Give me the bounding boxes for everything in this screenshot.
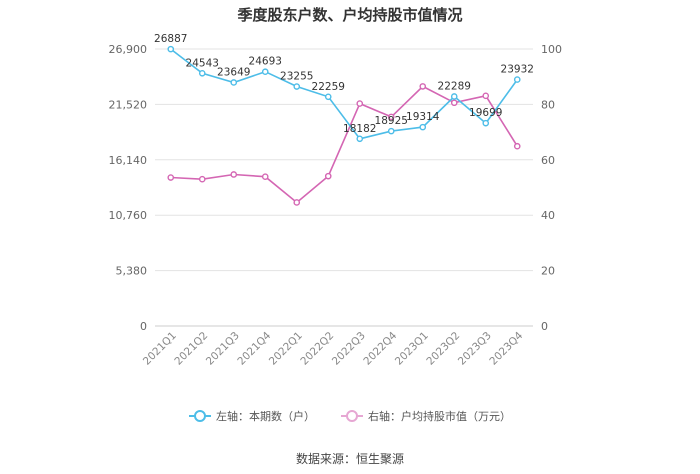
- data-label: 19314: [406, 111, 440, 123]
- x-axis-tick-label: 2021Q2: [172, 330, 210, 368]
- x-axis-tick-label: 2021Q3: [204, 330, 242, 368]
- legend-label-avg-value: 右轴：户均持股市值（万元）: [368, 410, 511, 423]
- right-axis-tick-label: 40: [541, 209, 555, 222]
- left-axis-tick-label: 0: [140, 320, 147, 333]
- data-label: 23649: [217, 66, 250, 78]
- right-axis-tick-label: 0: [541, 320, 548, 333]
- left-axis-tick-label: 16,140: [109, 154, 148, 167]
- legend-marker-avg-value: [341, 410, 363, 422]
- data-point-avg-value: [482, 92, 490, 100]
- right-axis-tick-label: 20: [541, 265, 555, 278]
- plot-area: 0 5,380 10,760 16,140 21,520 26,900 0 20 40 60 80 1…: [109, 33, 563, 368]
- legend-marker-households: [189, 410, 211, 422]
- data-point-avg-value: [513, 142, 521, 150]
- data-label: 23255: [280, 71, 313, 83]
- source-note: 数据来源：恒生聚源: [295, 452, 404, 466]
- right-axis-tick-label: 60: [541, 154, 555, 167]
- x-axis-tick-label: 2023Q2: [424, 330, 462, 368]
- data-label: 22259: [312, 81, 345, 93]
- data-point-avg-value: [419, 83, 427, 90]
- right-axis-tick-label: 100: [541, 43, 562, 56]
- data-label: 22289: [438, 80, 471, 92]
- x-axis-tick-label: 2021Q4: [235, 329, 273, 367]
- data-point-households: [482, 119, 490, 127]
- data-point-households: [450, 93, 458, 100]
- data-point-avg-value: [230, 171, 238, 178]
- series-line-avg-value: [170, 85, 518, 204]
- data-point-households: [167, 45, 175, 53]
- data-label: 23932: [501, 64, 534, 76]
- data-point-avg-value: [324, 172, 332, 180]
- data-point-households: [324, 93, 332, 101]
- data-point-avg-value: [198, 175, 206, 183]
- x-axis-tick-label: 2023Q4: [487, 329, 525, 367]
- x-axis-tick-label: 2022Q1: [267, 330, 305, 368]
- x-axis-tick-label: 2022Q4: [361, 329, 399, 367]
- data-label: 18925: [375, 115, 408, 127]
- data-point-avg-value: [261, 173, 269, 180]
- right-axis-tick-label: 80: [541, 98, 555, 111]
- data-label: 24693: [249, 56, 282, 68]
- x-axis-tick-label: 2023Q3: [456, 330, 494, 368]
- data-label: 24543: [186, 57, 219, 69]
- legend: 左轴：本期数（户） 右轴：户均持股市值（万元）: [0, 408, 700, 424]
- data-point-avg-value: [167, 174, 175, 181]
- data-point-households: [230, 79, 238, 86]
- legend-item-households[interactable]: 左轴：本期数（户）: [189, 408, 315, 424]
- legend-label-households: 左轴：本期数（户）: [216, 410, 315, 423]
- left-axis-tick-label: 5,380: [116, 265, 148, 278]
- left-axis-tick-label: 21,520: [109, 98, 148, 111]
- x-axis-tick-label: 2023Q1: [393, 330, 431, 368]
- data-point-households: [419, 123, 427, 131]
- chart-title: 季度股东户数、户均持股市值情况: [237, 6, 463, 24]
- data-point-households: [293, 83, 301, 90]
- data-point-households: [387, 127, 395, 135]
- data-label: 26887: [154, 33, 187, 45]
- data-point-avg-value: [293, 199, 301, 206]
- legend-item-avg-value[interactable]: 右轴：户均持股市值（万元）: [341, 408, 511, 424]
- data-point-households: [198, 69, 206, 77]
- left-axis-tick-label: 26,900: [109, 43, 148, 56]
- x-axis-tick-label: 2022Q2: [298, 330, 336, 368]
- data-point-households: [261, 68, 269, 76]
- data-point-avg-value: [356, 100, 364, 107]
- data-label: 18182: [343, 123, 376, 135]
- x-axis-tick-label: 2022Q3: [330, 330, 368, 368]
- data-label: 19699: [469, 107, 502, 119]
- data-point-avg-value: [450, 99, 458, 107]
- data-point-avg-value: [387, 113, 395, 121]
- data-point-households: [513, 76, 521, 83]
- x-axis-tick-label: 2021Q1: [141, 330, 179, 368]
- left-axis-tick-label: 10,760: [109, 209, 148, 222]
- series-line-households: [170, 48, 518, 140]
- data-point-households: [356, 135, 364, 143]
